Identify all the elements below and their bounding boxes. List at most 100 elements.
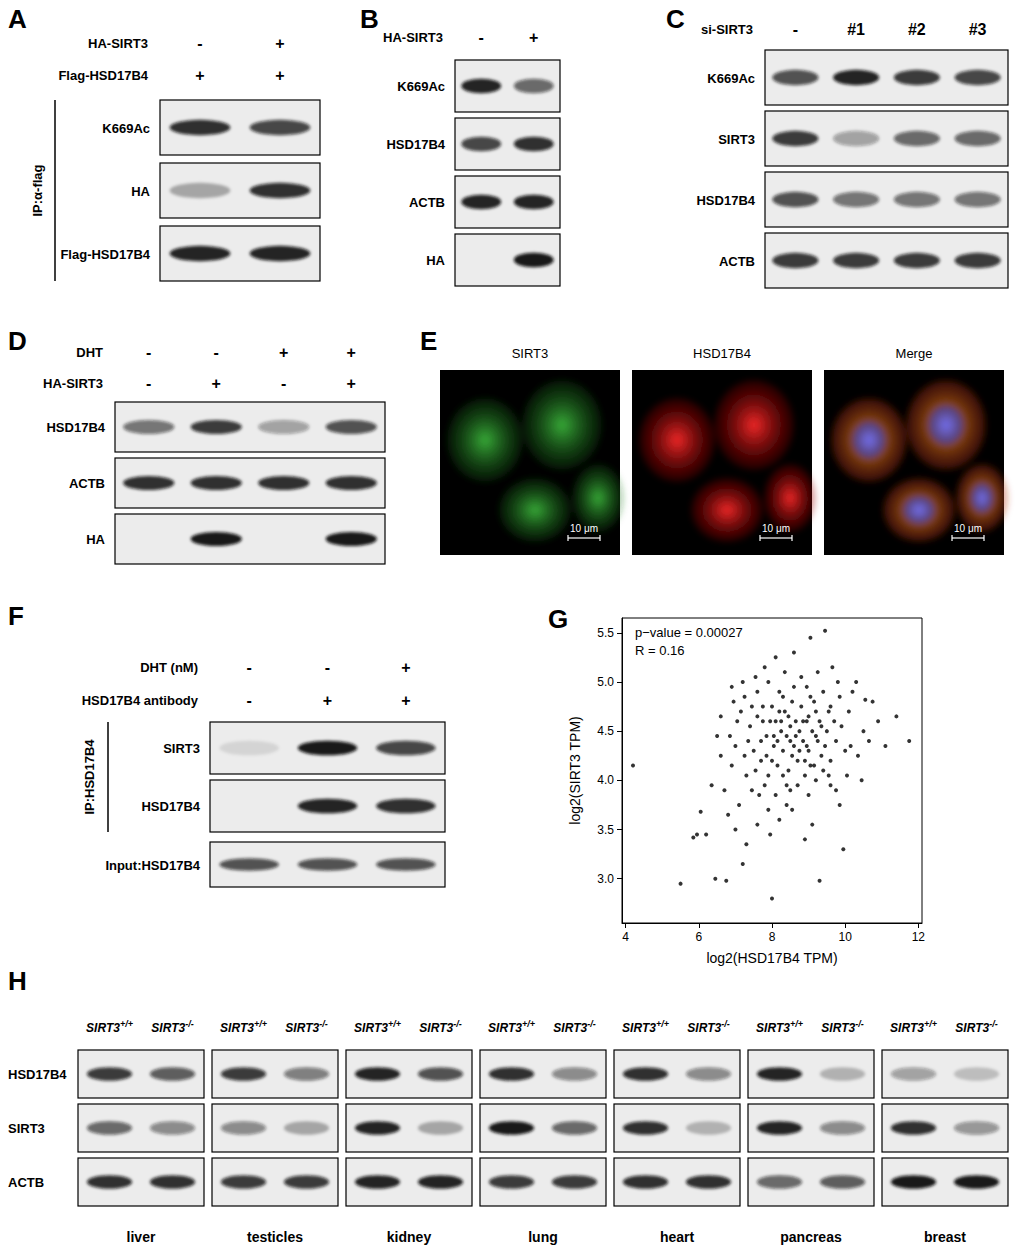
svg-text:+: + xyxy=(279,344,288,361)
svg-text:SIRT3-/-: SIRT3-/- xyxy=(151,1019,193,1035)
svg-text:HSD17B4: HSD17B4 xyxy=(386,137,445,152)
svg-text:10: 10 xyxy=(838,930,852,944)
svg-text:-: - xyxy=(247,659,252,676)
svg-text:HA: HA xyxy=(131,184,150,199)
svg-text:-: - xyxy=(325,659,330,676)
svg-text:HA: HA xyxy=(426,253,445,268)
svg-text:ACTB: ACTB xyxy=(719,254,755,269)
svg-text:C: C xyxy=(666,4,685,34)
svg-text:testicles: testicles xyxy=(247,1229,303,1245)
svg-text:+: + xyxy=(212,375,221,392)
svg-text:SIRT3-/-: SIRT3-/- xyxy=(553,1019,595,1035)
svg-text:G: G xyxy=(548,604,568,634)
svg-text:ACTB: ACTB xyxy=(69,476,105,491)
svg-text:Flag-HSD17B4: Flag-HSD17B4 xyxy=(60,247,150,262)
svg-text:SIRT3-/-: SIRT3-/- xyxy=(285,1019,327,1035)
svg-text:SIRT3: SIRT3 xyxy=(8,1121,45,1136)
svg-text:DHT: DHT xyxy=(76,345,103,360)
svg-text:#2: #2 xyxy=(908,21,926,38)
svg-text:HSD17B4: HSD17B4 xyxy=(8,1067,67,1082)
svg-text:DHT (nM): DHT (nM) xyxy=(140,660,198,675)
svg-text:+: + xyxy=(275,67,284,84)
svg-text:-: - xyxy=(281,375,286,392)
svg-text:5.5: 5.5 xyxy=(597,626,614,640)
svg-text:-: - xyxy=(247,692,252,709)
svg-text:+: + xyxy=(347,375,356,392)
svg-text:3.5: 3.5 xyxy=(597,823,614,837)
svg-text:#3: #3 xyxy=(969,21,987,38)
svg-text:+: + xyxy=(275,35,284,52)
svg-text:HSD17B4: HSD17B4 xyxy=(141,799,200,814)
svg-text:breast: breast xyxy=(924,1229,966,1245)
svg-text:K669Ac: K669Ac xyxy=(397,79,445,94)
svg-text:K669Ac: K669Ac xyxy=(102,121,150,136)
svg-text:#1: #1 xyxy=(847,21,865,38)
svg-text:SIRT3-/-: SIRT3-/- xyxy=(687,1019,729,1035)
svg-text:SIRT3+/+: SIRT3+/+ xyxy=(756,1019,804,1035)
svg-text:Input:HSD17B4: Input:HSD17B4 xyxy=(105,858,200,873)
svg-text:SIRT3+/+: SIRT3+/+ xyxy=(622,1019,670,1035)
svg-text:-: - xyxy=(146,344,151,361)
svg-text:p−value = 0.00027: p−value = 0.00027 xyxy=(635,625,743,640)
svg-text:HA-SIRT3: HA-SIRT3 xyxy=(383,30,443,45)
svg-text:4.0: 4.0 xyxy=(597,773,614,787)
svg-text:-: - xyxy=(214,344,219,361)
svg-text:H: H xyxy=(8,966,27,996)
svg-text:ACTB: ACTB xyxy=(409,195,445,210)
svg-text:+: + xyxy=(195,67,204,84)
svg-text:HA: HA xyxy=(86,532,105,547)
svg-text:ACTB: ACTB xyxy=(8,1175,44,1190)
svg-text:4.5: 4.5 xyxy=(597,724,614,738)
svg-text:K669Ac: K669Ac xyxy=(707,71,755,86)
svg-text:-: - xyxy=(479,29,484,46)
svg-text:R = 0.16: R = 0.16 xyxy=(635,643,685,658)
svg-text:Merge: Merge xyxy=(896,346,933,361)
svg-text:+: + xyxy=(529,29,538,46)
svg-text:heart: heart xyxy=(660,1229,695,1245)
svg-text:-: - xyxy=(146,375,151,392)
svg-text:HSD17B4 antibody: HSD17B4 antibody xyxy=(82,693,199,708)
svg-text:HSD17B4: HSD17B4 xyxy=(46,420,105,435)
svg-text:+: + xyxy=(347,344,356,361)
svg-text:10 μm: 10 μm xyxy=(570,523,598,534)
svg-text:HSD17B4: HSD17B4 xyxy=(696,193,755,208)
svg-text:log2(HSD17B4 TPM): log2(HSD17B4 TPM) xyxy=(706,950,837,966)
svg-text:SIRT3+/+: SIRT3+/+ xyxy=(890,1019,938,1035)
svg-text:Flag-HSD17B4: Flag-HSD17B4 xyxy=(58,68,148,83)
svg-text:10 μm: 10 μm xyxy=(762,523,790,534)
svg-text:+: + xyxy=(401,659,410,676)
svg-text:pancreas: pancreas xyxy=(780,1229,842,1245)
svg-text:SIRT3: SIRT3 xyxy=(512,346,549,361)
svg-text:4: 4 xyxy=(622,930,629,944)
svg-text:kidney: kidney xyxy=(387,1229,432,1245)
svg-text:10 μm: 10 μm xyxy=(954,523,982,534)
svg-text:HSD17B4: HSD17B4 xyxy=(693,346,751,361)
svg-text:HA-SIRT3: HA-SIRT3 xyxy=(43,376,103,391)
svg-text:SIRT3+/+: SIRT3+/+ xyxy=(354,1019,402,1035)
svg-text:HA-SIRT3: HA-SIRT3 xyxy=(88,36,148,51)
svg-text:SIRT3-/-: SIRT3-/- xyxy=(419,1019,461,1035)
svg-text:SIRT3+/+: SIRT3+/+ xyxy=(488,1019,536,1035)
svg-text:SIRT3+/+: SIRT3+/+ xyxy=(86,1019,134,1035)
svg-text:F: F xyxy=(8,601,24,631)
svg-text:B: B xyxy=(360,4,379,34)
svg-text:liver: liver xyxy=(127,1229,156,1245)
svg-text:+: + xyxy=(323,692,332,709)
svg-text:SIRT3-/-: SIRT3-/- xyxy=(955,1019,997,1035)
svg-text:lung: lung xyxy=(528,1229,558,1245)
svg-text:SIRT3: SIRT3 xyxy=(163,741,200,756)
svg-text:SIRT3+/+: SIRT3+/+ xyxy=(220,1019,268,1035)
svg-text:12: 12 xyxy=(912,930,926,944)
svg-text:SIRT3-/-: SIRT3-/- xyxy=(821,1019,863,1035)
svg-text:5.0: 5.0 xyxy=(597,675,614,689)
svg-text:IP:α-flag: IP:α-flag xyxy=(30,164,45,216)
svg-text:-: - xyxy=(197,35,202,52)
svg-text:log2(SIRT3 TPM): log2(SIRT3 TPM) xyxy=(567,716,583,824)
svg-text:3.0: 3.0 xyxy=(597,872,614,886)
svg-text:6: 6 xyxy=(695,930,702,944)
svg-text:si-SIRT3: si-SIRT3 xyxy=(701,22,753,37)
svg-text:+: + xyxy=(401,692,410,709)
svg-text:IP:HSD17B4: IP:HSD17B4 xyxy=(82,739,97,815)
svg-text:-: - xyxy=(793,21,798,38)
svg-text:SIRT3: SIRT3 xyxy=(718,132,755,147)
